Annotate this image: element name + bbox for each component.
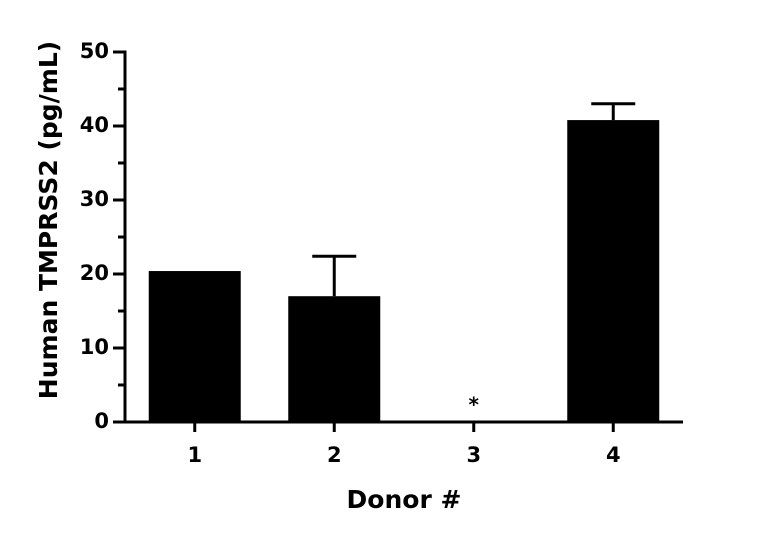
bar	[288, 296, 381, 422]
bar	[567, 120, 660, 422]
y-tick-label: 30	[80, 187, 109, 211]
y-tick-label: 10	[80, 335, 109, 359]
x-tick-label: 1	[187, 443, 202, 467]
y-tick-label: 50	[80, 39, 109, 63]
y-tick-label: 40	[80, 113, 109, 137]
y-axis-label: Human TMPRSS2 (pg/mL)	[34, 41, 63, 399]
y-tick-label: 20	[80, 261, 109, 285]
x-tick-label: 4	[606, 443, 621, 467]
annotation: *	[469, 393, 480, 417]
x-tick-label: 3	[466, 443, 481, 467]
error-bar	[591, 102, 636, 121]
x-axis-label: Donor #	[347, 485, 462, 514]
x-tick-label: 2	[327, 443, 342, 467]
error-bar	[312, 254, 357, 297]
bar	[148, 271, 241, 422]
y-tick-label: 0	[94, 409, 109, 433]
